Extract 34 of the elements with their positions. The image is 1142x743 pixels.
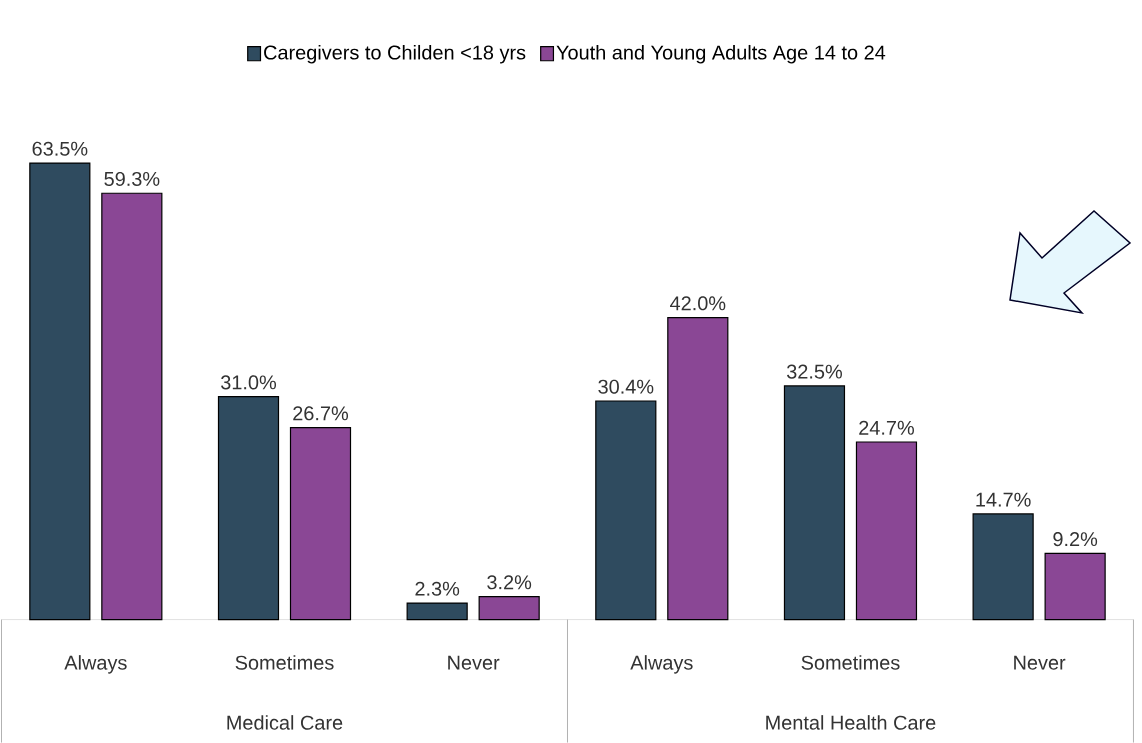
x-tick-label: Sometimes	[235, 655, 334, 670]
bar	[29, 162, 91, 621]
data-label: 63.5%	[32, 141, 88, 156]
x-tick-label: Always	[630, 655, 693, 674]
data-label: 30.4%	[598, 379, 654, 394]
legend-label: Youth and Young Adults Age 14 to 24	[556, 44, 886, 64]
data-label: 2.3%	[415, 581, 460, 596]
x-tick-label: Always	[64, 655, 127, 674]
bar	[783, 385, 846, 621]
data-label: 14.7%	[976, 492, 1031, 507]
bar	[667, 316, 729, 621]
legend-label: Caregivers to Childen <18 yrs	[264, 44, 526, 64]
bar	[855, 441, 918, 621]
text: Mental Health Care	[766, 715, 936, 730]
data-label: 31.0%	[221, 375, 277, 390]
data-label: 32.5%	[786, 364, 842, 379]
bar	[217, 396, 280, 621]
bar	[101, 192, 163, 621]
bar	[406, 602, 468, 621]
x-tick-label: Sometimes	[801, 655, 900, 670]
data-label: 42.0%	[670, 296, 726, 311]
bar	[972, 513, 1034, 621]
data-label: 26.7%	[293, 406, 349, 421]
x-tick-label: Never	[1014, 655, 1066, 670]
bar	[289, 426, 352, 621]
bar	[1044, 552, 1106, 621]
bar	[595, 400, 657, 621]
x-tick-label: Never	[448, 655, 500, 670]
data-label: 9.2%	[1053, 532, 1098, 547]
data-label: 3.2%	[487, 575, 532, 590]
data-label: 24.7%	[859, 420, 914, 435]
data-label: 59.3%	[104, 171, 160, 186]
bar	[478, 595, 540, 621]
text: Medical Care	[227, 715, 343, 730]
